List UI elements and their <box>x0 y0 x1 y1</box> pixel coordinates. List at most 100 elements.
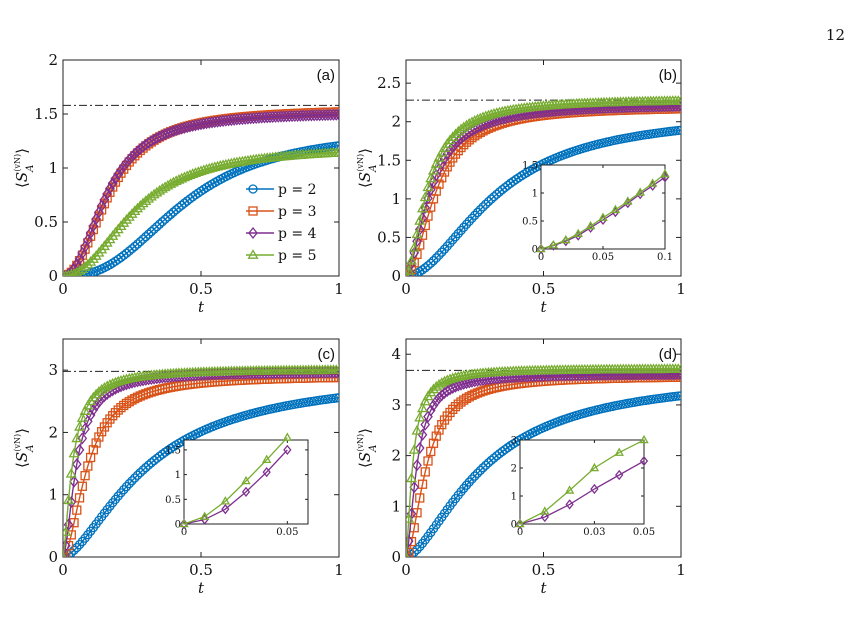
panel-1-series-p=4-point <box>439 152 450 165</box>
panel-0-series-p=4-point <box>129 147 140 160</box>
panel-2-inset-y-tick-label: 1 <box>175 470 181 481</box>
panel-3-x-tick-label: 0.5 <box>532 561 556 579</box>
panel-2-series-p=4-point <box>74 443 85 456</box>
panel-1-series-p=4-point <box>450 137 461 150</box>
panel-1-x-tick-label: 0.5 <box>532 280 556 298</box>
panel-0-data <box>63 104 339 276</box>
panel-2-series-p=2-point <box>130 473 140 483</box>
panel-2-y-tick-label: 3 <box>48 361 58 379</box>
panel-3-series-p=3-point <box>412 508 422 518</box>
panel-0-series-p=5-point <box>333 146 339 157</box>
panel-3-inset-series-p=4-point <box>565 499 574 510</box>
panel-2-series-p=2-point <box>74 539 85 550</box>
panel-2-series-p=5-point <box>63 494 75 505</box>
panel-1-series-p=2-point <box>481 199 491 209</box>
panel-1-inset-series-p=5-point <box>647 178 658 187</box>
panel-1-series-p=2-point <box>428 256 439 266</box>
panel-1-series-p=2-point <box>456 225 466 236</box>
panel-3-series-p=2-point <box>483 458 494 468</box>
panel-3-x-tick-label: 0 <box>401 561 411 579</box>
panel-2-series-p=2-point <box>138 465 148 475</box>
panel-3-inset-y-tick-label: 3 <box>511 436 517 447</box>
panel-1-series-p=2-point <box>459 222 469 232</box>
panel-2-inset-y-tick-label: 0 <box>175 520 181 531</box>
panel-0-y-tick-label: 0.5 <box>34 213 58 231</box>
panel-0-series-p=4-point <box>121 156 132 169</box>
panel-0-series-p=4-point <box>107 177 118 190</box>
panel-1-series-p=5-point <box>414 215 426 225</box>
panel-2-y-tick-label: 1 <box>48 486 58 504</box>
panel-3-series-p=2-point <box>409 547 419 557</box>
panel-0-series-p=2-point <box>124 246 134 256</box>
panel-3-series-p=2-point <box>467 474 477 484</box>
panel-3-inset-series-p=4-point <box>639 455 649 467</box>
panel-0-series-p=5-point <box>115 220 127 230</box>
panel-1-inset-axes: 0 0.05 0.1 0 0.5 1 1.5 <box>522 161 673 264</box>
panel-2-y-tick-label: 2 <box>48 423 58 441</box>
panel-3-series-p=5-point <box>425 386 437 397</box>
panel-3-series-p=3-point <box>420 467 430 477</box>
panel-2-inset-axes: 0 0.05 0 0.5 1 1.5 <box>165 432 309 538</box>
panel-2-series-p=2-point <box>135 467 145 478</box>
panel-3-y-tick-label: 2 <box>391 447 401 465</box>
panel-2-y-tick-label: 0 <box>48 548 58 566</box>
panel-3-series-p=3-point <box>459 395 469 405</box>
panel-2-series-p=2-point <box>334 393 339 403</box>
panel-2-series-p=2-point <box>116 488 126 498</box>
panel-3-inset-series-p=4-point <box>590 483 599 495</box>
panel-3-inset-y-tick-label: 2 <box>511 464 517 475</box>
panel-1-series-p=5-point <box>444 134 456 145</box>
panel-1-inset-x-tick-label: 0.1 <box>657 252 673 263</box>
panel-1-series-p=2-point <box>442 241 452 251</box>
panel-3-series-p=3-point <box>417 479 428 489</box>
panel-0-xlabel: t <box>198 298 205 316</box>
panel-0-series-p=2-point <box>171 205 181 215</box>
panel-2-series-p=5-point <box>68 447 80 458</box>
panel-0-series-p=4-point <box>124 153 135 166</box>
panel-0-series-p=4-point <box>113 168 124 181</box>
panel-1-y-tick-label: 0.5 <box>377 228 401 246</box>
panel-3-inset-series-p=4-line <box>519 460 645 525</box>
panel-1-series-p=4-point <box>483 116 494 130</box>
panel-0-series-p=4-point <box>132 145 143 158</box>
legend-marker <box>247 249 259 259</box>
panel-1-series-p=5-point <box>406 265 415 275</box>
panel-3-series-p=3-point <box>431 431 441 441</box>
panel-3-series-p=4-point <box>412 459 422 472</box>
panel-0-series-p=4-point <box>118 160 129 173</box>
panel-1-inset-series-p=5-point <box>548 239 559 249</box>
panel-1-series-p=5-point <box>406 254 418 265</box>
panel-2-series-p=3-point <box>105 414 115 424</box>
panel-1-series-p=5-point <box>419 191 431 202</box>
panel-3-series-p=4-point <box>431 395 442 408</box>
panel-3-series-p=4-point <box>428 399 439 412</box>
panel-3-series-p=4-point <box>420 418 431 431</box>
panel-1-y-tick-label: 0 <box>391 267 401 285</box>
panel-3-inset-series-p=5-point <box>589 462 600 472</box>
panel-0-series-p=4-point <box>105 182 115 195</box>
panel-3-series-p=3-point <box>445 407 455 418</box>
panel-0-series-p=5-point <box>112 223 124 234</box>
panel-1-inset-x-tick-label: 0.05 <box>592 252 614 263</box>
panel-3-series-p=4-point <box>406 535 414 548</box>
panel-3-inset-series-p=5-point <box>564 485 575 494</box>
panel-2-inset-series-p=5-point <box>241 475 251 485</box>
panel-1-series-p=5-point <box>449 128 462 139</box>
panel-3-series-p=2-point <box>486 455 496 465</box>
panel-2-inset-series-p=5-point <box>261 454 272 464</box>
panel-0-y-tick-label: 1.5 <box>34 105 58 123</box>
panel-0-x-tick-label: 0.5 <box>189 280 213 298</box>
legend-marker <box>248 206 258 216</box>
panel-2-inset-series-p=5-point <box>220 496 231 505</box>
panel-1-xlabel: t <box>540 298 547 316</box>
panel-0-series-p=5-point <box>63 270 67 276</box>
panel-3-y-tick-label: 4 <box>391 345 401 363</box>
panel-1-series-p=2-point <box>492 189 502 199</box>
panel-2-series-p=5-point <box>63 526 72 536</box>
panel-2-series-p=5-point <box>90 388 102 399</box>
panel-1-y-tick-label: 2 <box>391 113 401 131</box>
panel-1-series-p=2-point <box>423 260 433 271</box>
panel-3-series-p=3-point <box>448 404 458 415</box>
panel-3-series-p=4-point <box>436 389 447 402</box>
panel-1-series-p=2-point <box>431 253 441 263</box>
